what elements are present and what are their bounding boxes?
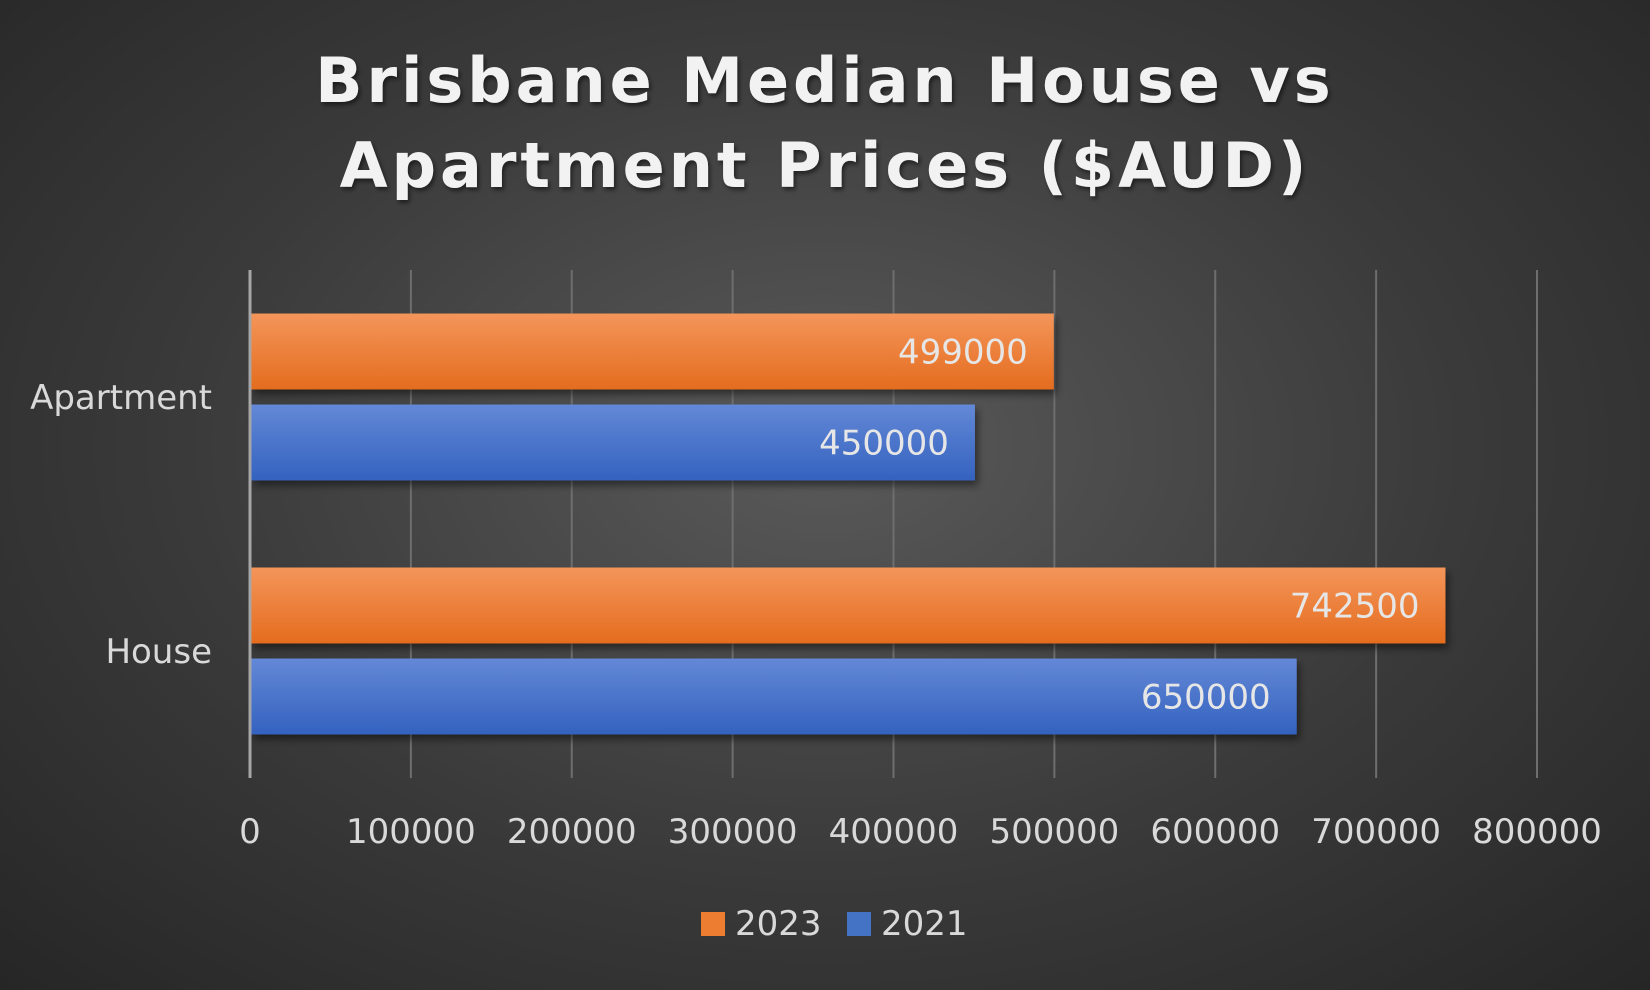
chart-title: Brisbane Median House vs Apartment Price… (315, 44, 1334, 202)
bars: 499000 450000 742500 650000 (251, 313, 1446, 735)
x-tick-label: 700000 (1311, 812, 1441, 852)
x-tick-label: 100000 (346, 812, 476, 852)
category-axis: Apartment House (30, 378, 212, 672)
x-tick-label: 600000 (1150, 812, 1280, 852)
x-tick-label: 300000 (668, 812, 798, 852)
chart-title-line-2: Apartment Prices ($AUD) (340, 129, 1311, 202)
x-tick-label: 800000 (1472, 812, 1602, 852)
bar-2023-house (251, 567, 1446, 644)
bar-2021-house (251, 658, 1297, 735)
legend: 2023 2021 (701, 904, 968, 944)
bar-2021-apartment (251, 404, 975, 481)
bar-2023-apartment (251, 313, 1054, 390)
x-tick-label: 400000 (829, 812, 959, 852)
value-axis: 0 100000 200000 300000 400000 500000 600000 700… (239, 270, 1602, 852)
data-label: 499000 (898, 333, 1028, 373)
x-tick-label: 500000 (989, 812, 1119, 852)
chart-title-line-1: Brisbane Median House vs (315, 44, 1334, 117)
x-tick-label: 0 (239, 812, 261, 852)
data-label: 450000 (819, 424, 949, 464)
legend-label: 2023 (735, 904, 822, 944)
data-label: 650000 (1141, 678, 1271, 718)
legend-swatch-2023 (701, 912, 725, 936)
x-tick-label: 200000 (507, 812, 637, 852)
category-label: Apartment (30, 378, 212, 418)
category-label: House (105, 632, 212, 672)
legend-swatch-2021 (847, 912, 871, 936)
data-label: 742500 (1290, 587, 1420, 627)
legend-label: 2021 (881, 904, 968, 944)
